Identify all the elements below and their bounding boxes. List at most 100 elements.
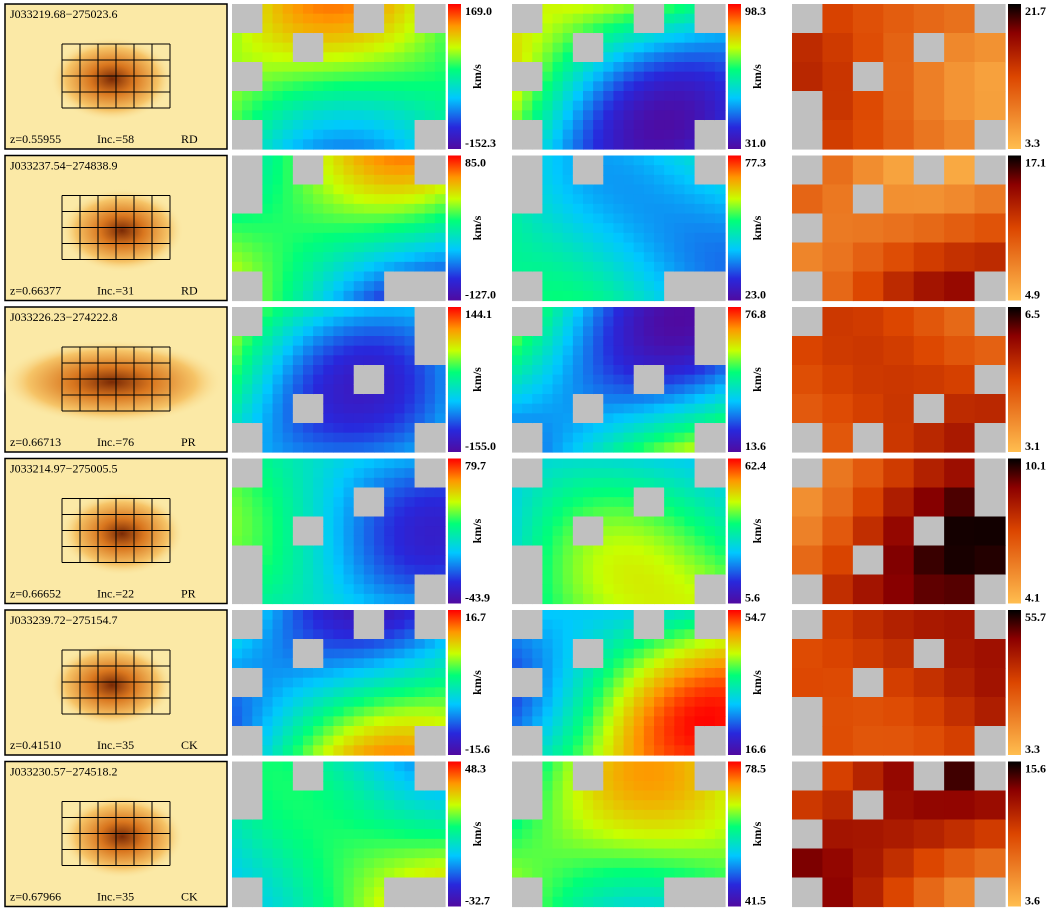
map-pixel	[323, 394, 335, 405]
map-pixel	[512, 574, 523, 585]
map-pixel	[613, 877, 625, 888]
map-pixel	[424, 336, 436, 347]
map-pixel	[684, 71, 696, 82]
map-pixel	[232, 809, 243, 821]
map-pixel	[532, 290, 544, 302]
map-pixel	[792, 819, 824, 850]
map-pixel	[623, 761, 635, 772]
map-pixel	[262, 194, 274, 205]
map-pixel	[532, 593, 544, 605]
map-pixel	[232, 155, 243, 166]
map-pixel	[232, 574, 243, 585]
map-pixel	[532, 535, 544, 547]
map-pixel	[633, 271, 645, 282]
map-pixel	[353, 165, 365, 176]
map-pixel	[353, 129, 365, 140]
map-pixel	[424, 23, 436, 34]
map-pixel	[353, 745, 365, 756]
map-pixel	[424, 261, 436, 273]
map-pixel	[374, 423, 385, 434]
map-pixel	[593, 223, 604, 234]
colorbar-unit: km/s	[470, 518, 484, 543]
map-pixel	[552, 535, 564, 547]
map-pixel	[694, 4, 706, 15]
map-pixel	[414, 858, 426, 869]
map-pixel	[613, 413, 625, 424]
map-pixel	[623, 13, 635, 24]
map-pixel	[633, 71, 645, 82]
map-pixel	[704, 716, 716, 727]
map-pixel	[704, 658, 716, 669]
map-pixel	[424, 867, 436, 879]
map-pixel	[384, 100, 395, 111]
map-pixel	[792, 790, 824, 821]
map-pixel	[593, 413, 604, 424]
map-pixel	[633, 619, 645, 630]
map-pixel	[404, 316, 416, 327]
map-pixel	[313, 716, 324, 727]
map-pixel	[252, 506, 264, 518]
map-pixel	[562, 800, 574, 811]
map-pixel	[374, 13, 385, 24]
map-pixel	[603, 33, 615, 44]
map-pixel	[262, 677, 274, 688]
map-pixel	[343, 316, 355, 327]
map-pixel	[522, 487, 533, 498]
map-pixel	[883, 487, 915, 518]
map-pixel	[384, 213, 395, 224]
map-pixel	[252, 574, 264, 585]
map-pixel	[394, 62, 406, 73]
map-pixel	[404, 184, 416, 195]
map-pixel	[232, 838, 243, 850]
map-pixel	[434, 629, 446, 640]
map-pixel	[552, 771, 564, 782]
map-pixel	[404, 809, 416, 821]
map-pixel	[353, 535, 365, 547]
map-pixel	[684, 261, 696, 273]
map-pixel	[313, 487, 324, 498]
map-pixel	[593, 668, 604, 679]
map-pixel	[643, 442, 655, 453]
map-pixel	[343, 184, 355, 195]
map-pixel	[363, 432, 375, 443]
map-pixel	[913, 62, 945, 92]
map-pixel	[262, 829, 274, 840]
map-pixel	[512, 726, 523, 737]
map-pixel	[242, 564, 253, 576]
map-pixel	[343, 526, 355, 537]
map-pixel	[593, 555, 604, 566]
map-pixel	[572, 223, 584, 234]
map-pixel	[664, 629, 675, 640]
map-pixel	[434, 242, 446, 253]
map-pixel	[654, 716, 665, 727]
map-pixel	[684, 896, 696, 908]
colorbar-unit: km/s	[470, 670, 484, 695]
map-pixel	[323, 345, 335, 356]
map-pixel	[704, 155, 716, 166]
map-pixel	[394, 497, 406, 508]
map-pixel	[313, 355, 324, 366]
map-pixel	[292, 545, 304, 556]
map-pixel	[272, 271, 284, 282]
map-pixel	[272, 33, 284, 44]
map-pixel	[613, 52, 625, 63]
map-pixel	[374, 887, 385, 898]
map-pixel	[704, 771, 716, 782]
map-pixel	[232, 745, 243, 756]
map-pixel	[633, 506, 645, 518]
map-pixel	[252, 336, 264, 347]
map-pixel	[424, 497, 436, 508]
map-pixel	[603, 62, 615, 73]
map-pixel	[512, 174, 523, 186]
map-pixel	[613, 619, 625, 630]
map-pixel	[303, 629, 314, 640]
map-pixel	[242, 100, 253, 111]
map-pixel	[562, 52, 574, 63]
map-pixel	[394, 307, 406, 318]
map-pixel	[512, 526, 523, 537]
map-pixel	[694, 555, 706, 566]
map-pixel	[562, 809, 574, 821]
colorbar-min: 13.6	[745, 439, 766, 453]
map-pixel	[272, 252, 284, 263]
map-pixel	[583, 735, 594, 746]
